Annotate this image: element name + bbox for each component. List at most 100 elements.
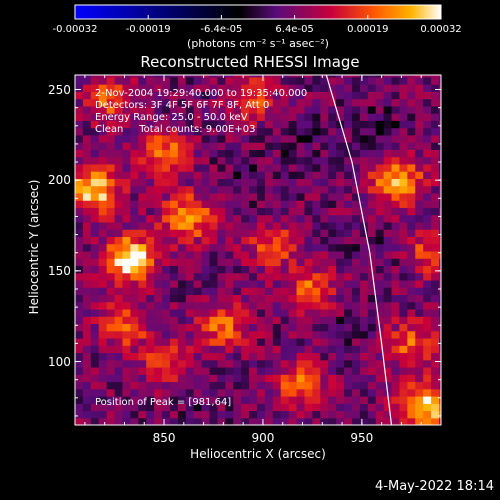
heatmap-cell — [359, 381, 369, 390]
heatmap-cell — [249, 142, 258, 150]
heatmap-cell — [391, 214, 401, 223]
heatmap-cell — [304, 381, 313, 390]
heatmap-cell — [367, 149, 377, 158]
heatmap-cell — [169, 178, 179, 187]
heatmap-cell — [177, 229, 187, 237]
heatmap-cell — [90, 84, 100, 92]
heatmap-cell — [130, 272, 139, 281]
heatmap-cell — [233, 250, 242, 259]
heatmap-cell — [264, 345, 274, 354]
heatmap-cell — [146, 192, 155, 201]
heatmap-cell — [407, 352, 416, 361]
heatmap-cell — [201, 258, 211, 267]
heatmap-cell — [98, 171, 108, 179]
heatmap-cell — [201, 142, 211, 150]
heatmap-cell — [138, 395, 147, 404]
heatmap-cell — [280, 381, 290, 390]
heatmap-cell — [383, 345, 393, 354]
heatmap-cell — [407, 127, 416, 136]
heatmap-cell — [138, 221, 147, 230]
heatmap-cell — [312, 410, 321, 419]
heatmap-cell — [90, 337, 100, 346]
heatmap-cell — [209, 156, 219, 165]
heatmap-cell — [154, 410, 163, 419]
heatmap-cell — [193, 185, 203, 194]
heatmap-cell — [415, 381, 424, 390]
colorbar-units: (photons cm⁻² s⁻¹ asec⁻²) — [187, 37, 329, 50]
heatmap-cell — [90, 163, 100, 172]
heatmap-cell — [241, 250, 250, 259]
heatmap-cell — [146, 359, 155, 368]
heatmap-cell — [288, 214, 298, 223]
heatmap-cell — [439, 91, 441, 100]
heatmap-cell — [439, 417, 441, 425]
heatmap-cell — [423, 84, 432, 92]
heatmap-cell — [272, 91, 282, 100]
heatmap-cell — [423, 265, 432, 274]
heatmap-cell — [264, 337, 274, 346]
annotation-energy-range: Energy Range: 25.0 - 50.0 keV — [95, 112, 248, 123]
heatmap-cell — [217, 91, 226, 100]
heatmap-cell — [82, 345, 92, 354]
heatmap-cell — [146, 294, 155, 303]
heatmap-cell — [399, 243, 408, 252]
heatmap-cell — [391, 417, 401, 425]
heatmap-cell — [367, 366, 377, 375]
heatmap-cell — [351, 287, 361, 296]
heatmap-cell — [415, 359, 424, 368]
heatmap-cell — [320, 134, 329, 143]
heatmap-cell — [75, 316, 84, 325]
heatmap-cell — [130, 84, 139, 92]
heatmap-cell — [407, 337, 416, 346]
heatmap-cell — [375, 214, 385, 223]
heatmap-cell — [272, 330, 282, 339]
heatmap-cell — [114, 410, 124, 419]
heatmap-cell — [185, 374, 195, 383]
heatmap-cell — [225, 142, 234, 150]
heatmap-cell — [264, 323, 274, 332]
heatmap-cell — [106, 279, 116, 288]
heatmap-cell — [288, 207, 298, 216]
heatmap-cell — [162, 316, 171, 325]
heatmap-cell — [328, 352, 337, 361]
heatmap-cell — [415, 134, 424, 143]
heatmap-cell — [288, 374, 298, 383]
heatmap-cell — [375, 156, 385, 165]
heatmap-cell — [201, 294, 211, 303]
heatmap-cell — [146, 134, 155, 143]
heatmap-cell — [233, 352, 242, 361]
heatmap-cell — [209, 345, 219, 354]
heatmap-cell — [146, 75, 155, 78]
heatmap-cell — [154, 243, 163, 252]
heatmap-cell — [249, 410, 258, 419]
heatmap-cell — [114, 323, 124, 332]
heatmap-cell — [415, 120, 424, 129]
heatmap-cell — [280, 316, 290, 325]
heatmap-cell — [114, 207, 124, 216]
heatmap-cell — [177, 207, 187, 216]
heatmap-cell — [320, 279, 329, 288]
heatmap-cell — [264, 84, 274, 92]
heatmap-cell — [431, 127, 440, 136]
heatmap-cell — [114, 301, 124, 310]
heatmap-cell — [344, 337, 353, 346]
heatmap-cell — [82, 105, 92, 114]
heatmap-cell — [383, 272, 393, 281]
heatmap-cell — [130, 403, 139, 412]
heatmap-cell — [162, 258, 171, 267]
heatmap-cell — [249, 272, 258, 281]
heatmap-cell — [431, 171, 440, 179]
heatmap-cell — [296, 207, 306, 216]
annotation-detectors: Detectors: 3F 4F 5F 6F 7F 8F, Att 0 — [95, 100, 270, 111]
heatmap-cell — [138, 105, 147, 114]
heatmap-cell — [193, 221, 203, 230]
heatmap-cell — [75, 156, 84, 165]
heatmap-cell — [351, 192, 361, 201]
heatmap-cell — [344, 381, 353, 390]
heatmap-cell — [233, 294, 242, 303]
heatmap-cell — [359, 352, 369, 361]
heatmap-cell — [106, 345, 116, 354]
heatmap-cell — [106, 127, 116, 136]
heatmap-cell — [431, 330, 440, 339]
